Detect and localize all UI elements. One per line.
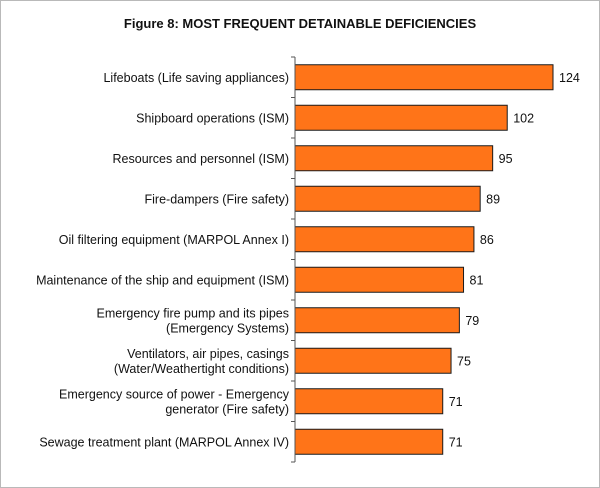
data-label: 95	[499, 152, 513, 166]
bar	[294, 307, 460, 334]
data-label: 89	[486, 192, 500, 206]
data-label: 79	[465, 314, 479, 328]
category-label: Shipboard operations (ISM)	[136, 111, 289, 125]
category-label: Emergency fire pump and its pipes	[97, 306, 289, 320]
category-label: (Emergency Systems)	[166, 321, 289, 335]
category-label: Resources and personnel (ISM)	[113, 152, 289, 166]
bar	[294, 145, 494, 172]
category-label: Emergency source of power - Emergency	[59, 387, 290, 401]
category-label: Fire-dampers (Fire safety)	[145, 192, 289, 206]
data-label: 71	[449, 395, 463, 409]
category-label: Lifeboats (Life saving appliances)	[103, 71, 289, 85]
data-label: 71	[449, 435, 463, 449]
data-label: 124	[559, 71, 580, 85]
bar	[294, 104, 508, 131]
bar	[294, 388, 444, 415]
bar	[294, 266, 465, 293]
bar	[294, 226, 475, 253]
bar	[294, 428, 444, 455]
category-label: Oil filtering equipment (MARPOL Annex I)	[59, 233, 289, 247]
data-label: 81	[470, 273, 484, 287]
data-label: 86	[480, 233, 494, 247]
bar	[294, 185, 481, 212]
category-label: Ventilators, air pipes, casings	[127, 347, 289, 361]
category-label: (Water/Weathertight conditions)	[114, 362, 289, 376]
bar	[294, 64, 554, 91]
data-label: 75	[457, 354, 471, 368]
bar	[294, 347, 452, 374]
category-label: Maintenance of the ship and equipment (I…	[36, 273, 289, 287]
category-label: Sewage treatment plant (MARPOL Annex IV)	[39, 435, 289, 449]
data-label: 102	[513, 111, 534, 125]
chart-title: Figure 8: MOST FREQUENT DETAINABLE DEFIC…	[123, 16, 477, 31]
category-label: generator (Fire safety)	[165, 402, 289, 416]
